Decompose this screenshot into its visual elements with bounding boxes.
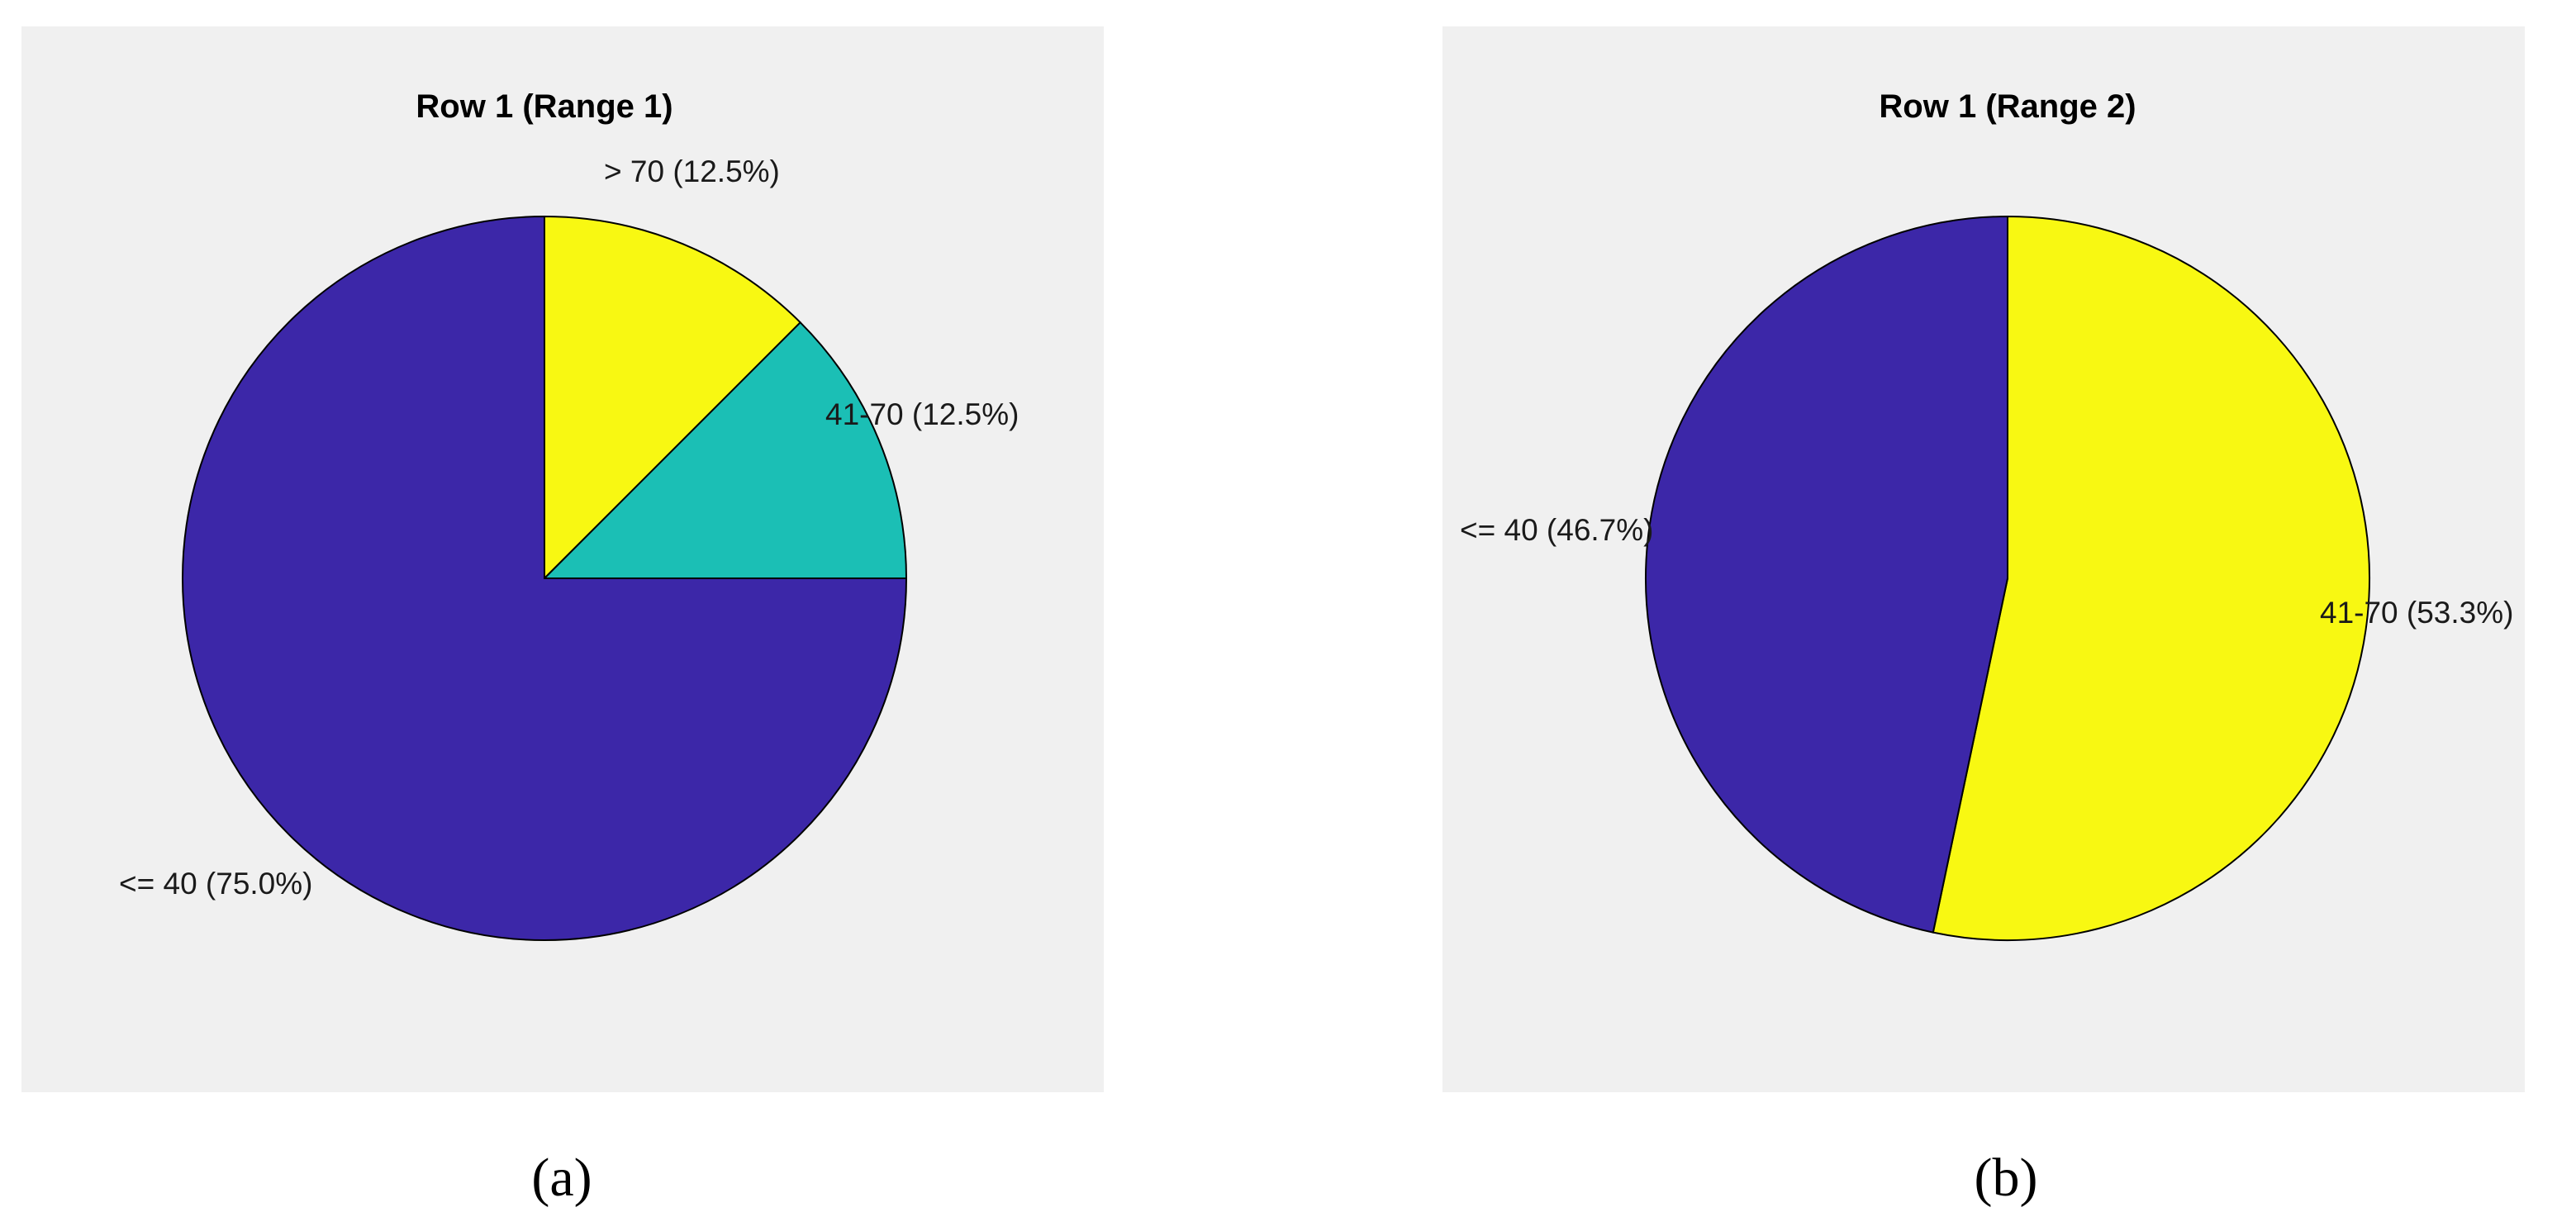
pie-slices-b (1645, 215, 2370, 941)
chart-title-a: Row 1 (Range 1) (416, 88, 673, 125)
pie-labels-a: > 70 (12.5%) 41-70 (12.5%) <= 40 (75.0%) (119, 154, 1019, 901)
pie-slice-0-1 (542, 321, 908, 579)
pie-slice-label-0-0: > 70 (12.5%) (604, 154, 780, 188)
pie-slice-1-0 (1932, 215, 2370, 941)
pie-slice-0-0 (544, 215, 802, 581)
pie-slice-label-1-1: <= 40 (46.7%) (1460, 513, 1653, 547)
pie-slice-label-1-0: 41-70 (53.3%) (2320, 596, 2513, 630)
pie-slice-label-0-1: 41-70 (12.5%) (825, 397, 1019, 431)
pie-chart-a: Row 1 (Range 1) > 70 (12.5%) 41-70 (12.5%… (119, 88, 1019, 941)
chart-title-b: Row 1 (Range 2) (1879, 88, 2136, 125)
pie-slice-0-2 (182, 215, 908, 941)
panel-caption-b: (b) (1974, 1148, 2038, 1208)
pie-panel-b: Row 1 (Range 2) 41-70 (53.3%) <= 40 (46.7… (1442, 26, 2525, 1092)
pie-slice-1-1 (1645, 215, 2008, 934)
pie-slices-a (182, 215, 908, 941)
pie-slice-label-0-2: <= 40 (75.0%) (119, 867, 312, 901)
panel-caption-a: (a) (531, 1148, 592, 1208)
pie-chart-b: Row 1 (Range 2) 41-70 (53.3%) <= 40 (46.7… (1460, 88, 2513, 941)
pie-panel-a: Row 1 (Range 1) > 70 (12.5%) 41-70 (12.5%… (21, 26, 1104, 1092)
pie-labels-b: 41-70 (53.3%) <= 40 (46.7%) (1460, 513, 2513, 630)
